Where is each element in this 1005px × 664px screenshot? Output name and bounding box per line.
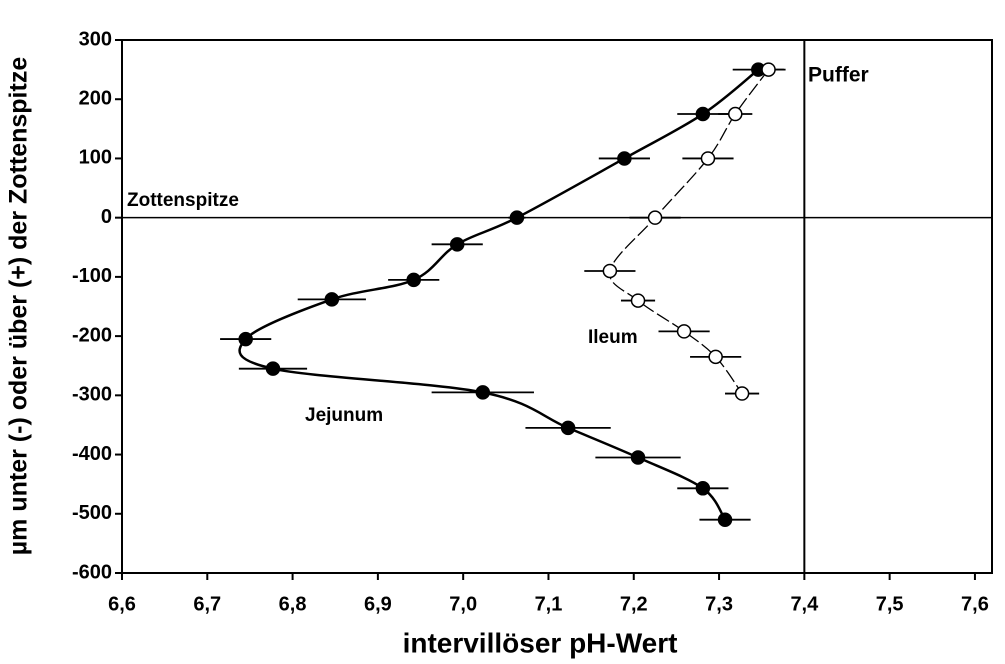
data-point: [602, 263, 618, 279]
x-tick-label: 7,5: [876, 593, 904, 615]
x-tick-label: 7,3: [705, 593, 733, 615]
x-axis-label: intervillöser pH-Wert: [403, 627, 678, 658]
data-point: [406, 272, 421, 288]
x-tick-label: 7,4: [790, 593, 819, 615]
x-tick-label: 7,6: [961, 593, 989, 615]
data-point: [695, 481, 711, 496]
y-tick-label: -400: [72, 443, 112, 465]
data-point: [761, 62, 776, 77]
data-point: [475, 385, 491, 400]
data-point: [449, 237, 465, 252]
data-point: [617, 151, 632, 166]
y-tick-label: 200: [79, 88, 112, 110]
x-tick-label: 7,1: [535, 593, 563, 615]
data-point: [509, 210, 525, 225]
data-point: [324, 292, 340, 307]
y-tick-label: 0: [101, 206, 112, 228]
x-tick-label: 7,2: [620, 593, 648, 615]
series-line: [238, 68, 760, 521]
annotation: Puffer: [808, 64, 869, 87]
data-point: [717, 512, 733, 527]
plot-frame: [121, 39, 993, 574]
data-point: [734, 386, 750, 401]
data-point: [265, 361, 281, 376]
data-point: [700, 151, 716, 166]
data-point: [676, 324, 692, 339]
y-tick-label: -100: [72, 265, 112, 287]
x-tick-label: 6,9: [364, 593, 392, 615]
data-point: [695, 106, 711, 122]
series-label: Jejunum: [305, 405, 383, 426]
y-tick-label: 100: [79, 147, 112, 169]
y-tick-label: 300: [79, 28, 112, 50]
x-tick-label: 6,7: [193, 593, 221, 615]
data-point: [238, 331, 253, 347]
data-point: [630, 293, 646, 308]
y-tick-label: -300: [72, 384, 112, 406]
x-tick-label: 7,0: [449, 593, 477, 615]
data-point: [560, 420, 576, 436]
y-tick-label: -500: [72, 502, 112, 524]
series-label: Ileum: [588, 327, 638, 348]
y-axis-label: µm unter (-) oder über (+) der Zottenspi…: [5, 57, 33, 556]
data-point: [630, 450, 646, 465]
annotation: Zottenspitze: [127, 190, 239, 211]
data-point: [647, 210, 663, 225]
y-tick-label: -600: [72, 561, 112, 583]
x-tick-label: 6,6: [108, 593, 136, 615]
data-point: [728, 106, 743, 122]
x-tick-label: 6,8: [279, 593, 307, 615]
y-tick-label: -200: [72, 324, 112, 346]
data-point: [708, 349, 723, 365]
